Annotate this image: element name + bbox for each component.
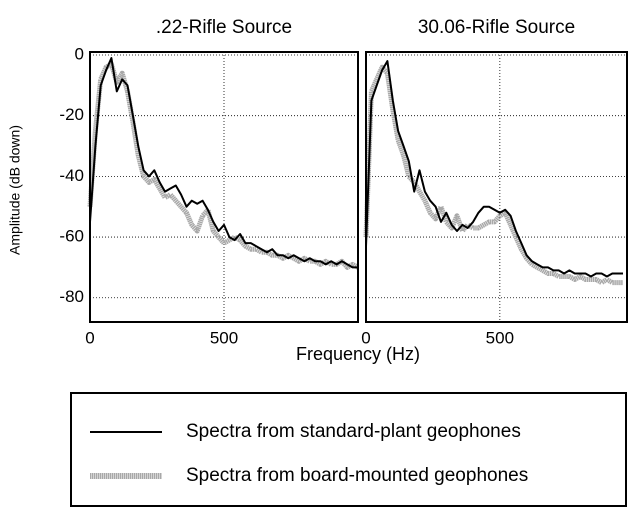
chart-title: 30.06-Rifle Source <box>418 17 575 38</box>
x-tick-label: 0 <box>361 328 370 347</box>
series-line <box>365 60 623 278</box>
legend-box <box>70 392 627 507</box>
chart-title: .22-Rifle Source <box>156 17 292 38</box>
y-tick-label: -80 <box>59 287 84 306</box>
x-tick-label: 0 <box>85 328 94 347</box>
plot-frame <box>89 51 359 323</box>
legend-label: Spectra from board-mounted geophones <box>186 465 528 486</box>
plot-frame <box>365 51 628 323</box>
y-tick-label: -20 <box>59 105 84 124</box>
y-axis-label: Amplitude (dB down) <box>7 125 23 255</box>
series-line <box>89 57 358 269</box>
y-tick-label: -40 <box>59 166 84 185</box>
x-tick-label: 500 <box>210 328 238 347</box>
y-tick-label: -60 <box>59 227 84 246</box>
legend-label: Spectra from standard-plant geophones <box>186 421 521 442</box>
x-axis-label: Frequency (Hz) <box>296 344 420 364</box>
series-line <box>363 64 623 286</box>
x-tick-label: 500 <box>486 328 514 347</box>
y-tick-label: 0 <box>75 45 84 64</box>
